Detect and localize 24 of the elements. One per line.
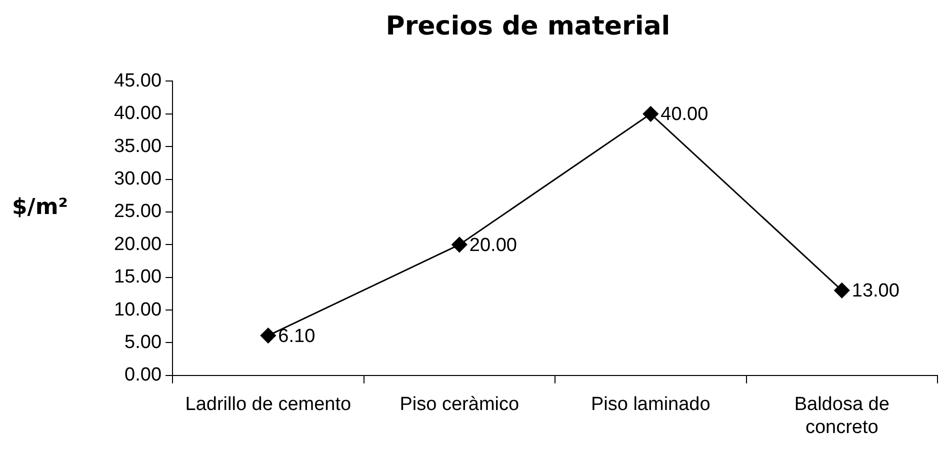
y-tick-label: 30.00	[114, 168, 162, 190]
y-tick-label: 45.00	[114, 70, 162, 92]
y-tick-label: 10.00	[114, 299, 162, 320]
x-tick-label: Ladrillo de cemento	[185, 394, 352, 416]
y-tick-label: 15.00	[114, 266, 162, 288]
y-tick-label: 35.00	[114, 136, 162, 157]
x-tick-label: Piso laminado	[590, 394, 710, 416]
y-axis-title: $/m²	[12, 195, 68, 220]
y-tick-label: 40.00	[114, 103, 162, 124]
point	[260, 328, 276, 344]
x-tick-label: Piso ceràmico	[400, 394, 520, 416]
point	[642, 106, 658, 122]
y-tick-label: 20.00	[114, 234, 162, 255]
y-tick-label: 25.00	[114, 201, 162, 222]
data-label: 40.00	[660, 104, 708, 126]
y-tick-label: 0.00	[124, 364, 162, 386]
x-tick-label: Baldosa de concreto	[794, 394, 890, 438]
y-tick-label: 5.00	[124, 332, 162, 353]
data-label: 13.00	[852, 280, 900, 302]
data-label: 20.00	[469, 234, 517, 256]
point	[834, 282, 850, 298]
point	[452, 236, 468, 252]
chart-title: Precios de material	[386, 11, 670, 42]
data-label: 6.10	[278, 326, 316, 347]
